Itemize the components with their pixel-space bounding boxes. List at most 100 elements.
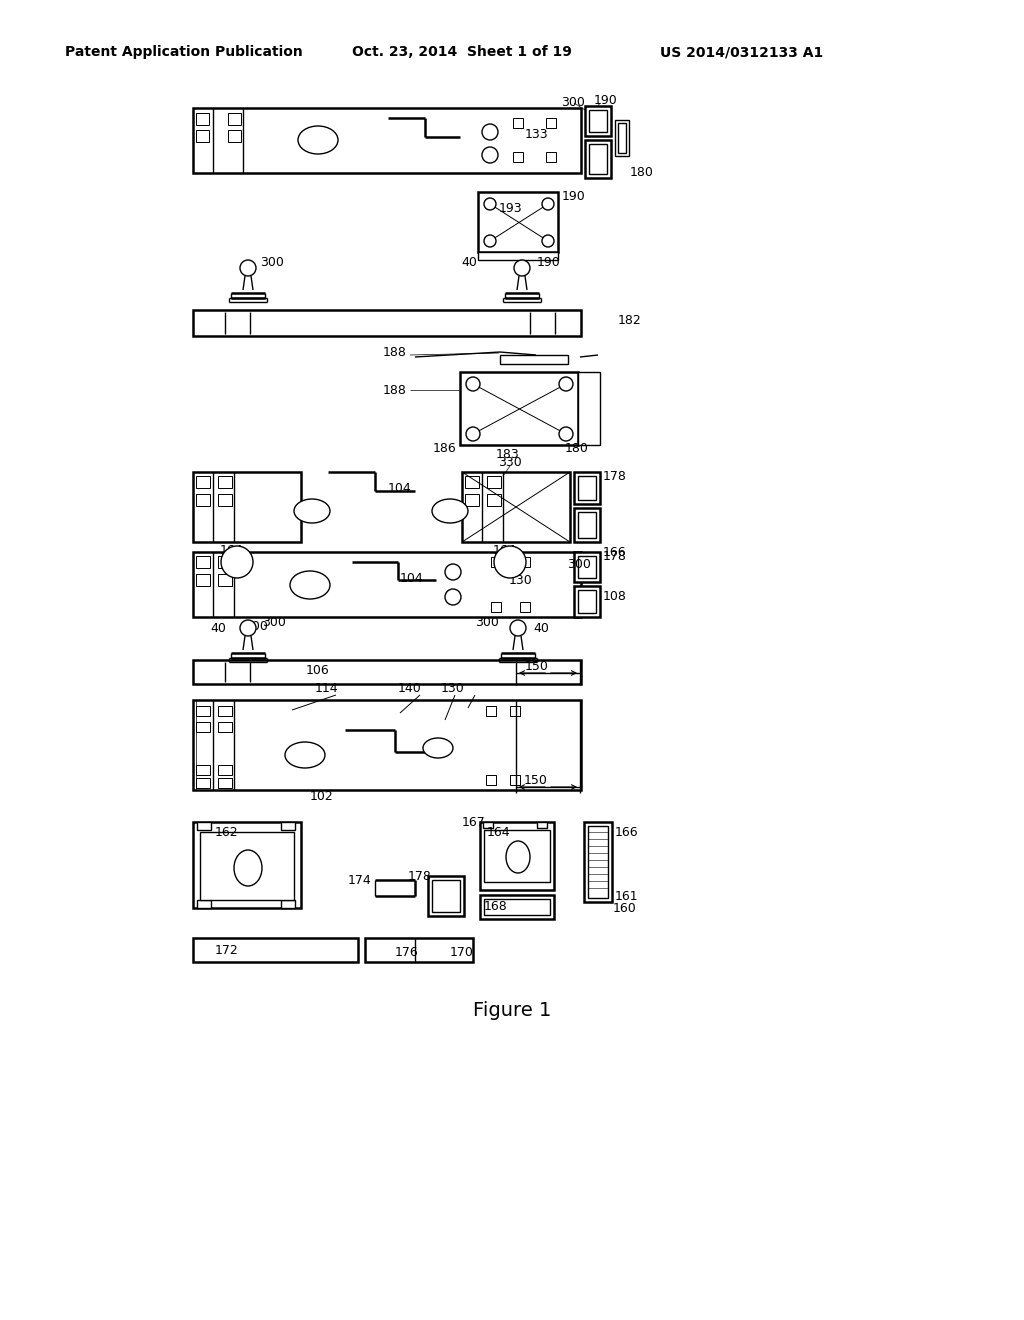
Ellipse shape (234, 850, 262, 886)
Bar (281, 900, 295, 908)
Bar (484, 830, 550, 882)
Bar (465, 477, 479, 488)
Text: 166: 166 (615, 826, 639, 840)
Circle shape (482, 124, 498, 140)
Bar (193, 552, 581, 616)
Text: 140: 140 (398, 682, 422, 696)
Bar (574, 508, 600, 543)
Bar (520, 557, 530, 568)
Text: 104: 104 (388, 482, 412, 495)
Bar (193, 700, 581, 789)
Bar (589, 110, 607, 132)
Text: 300: 300 (475, 615, 499, 628)
Bar (196, 722, 210, 733)
Bar (196, 477, 210, 488)
Ellipse shape (423, 738, 453, 758)
Bar (513, 152, 523, 162)
Text: 330: 330 (498, 457, 522, 470)
Text: US 2014/0312133 A1: US 2014/0312133 A1 (660, 45, 823, 59)
Bar (490, 602, 501, 612)
Bar (546, 117, 556, 128)
Text: 168: 168 (484, 900, 508, 913)
Ellipse shape (294, 499, 330, 523)
Text: 186: 186 (433, 441, 457, 454)
Bar (578, 512, 596, 539)
Text: 130: 130 (509, 574, 532, 587)
Circle shape (466, 426, 480, 441)
Bar (196, 766, 210, 775)
Text: 178: 178 (603, 470, 627, 483)
Bar (588, 826, 608, 898)
Text: 162: 162 (215, 826, 239, 840)
Bar (428, 876, 464, 916)
Text: 193: 193 (499, 202, 522, 214)
Bar (196, 494, 210, 506)
Bar (432, 880, 460, 912)
Text: 300: 300 (262, 615, 286, 628)
Text: 40: 40 (461, 256, 477, 268)
Bar (578, 477, 596, 500)
Circle shape (445, 589, 461, 605)
Bar (510, 775, 520, 785)
Text: 300: 300 (561, 95, 585, 108)
Circle shape (542, 198, 554, 210)
Text: 174: 174 (348, 874, 372, 887)
Bar (196, 574, 210, 586)
Bar (618, 123, 626, 153)
Bar (578, 372, 600, 445)
Bar (537, 822, 547, 828)
Text: 170: 170 (450, 946, 474, 960)
Ellipse shape (432, 499, 468, 523)
Text: 188: 188 (383, 384, 407, 396)
Bar (483, 822, 493, 828)
Text: 180: 180 (630, 165, 654, 178)
Circle shape (494, 546, 526, 578)
Text: 114: 114 (315, 682, 339, 696)
Bar (218, 574, 232, 586)
Bar (486, 775, 496, 785)
Bar (500, 355, 568, 364)
Bar (197, 822, 211, 830)
Text: Patent Application Publication: Patent Application Publication (65, 45, 303, 59)
Bar (615, 120, 629, 156)
Bar (589, 144, 607, 174)
Text: 106: 106 (306, 664, 330, 677)
Bar (200, 832, 294, 900)
Bar (218, 706, 232, 715)
Circle shape (240, 620, 256, 636)
Bar (218, 556, 232, 568)
Text: 180: 180 (565, 441, 589, 454)
Bar (585, 140, 611, 178)
Ellipse shape (285, 742, 325, 768)
Ellipse shape (506, 841, 530, 873)
Bar (480, 822, 554, 890)
Circle shape (484, 235, 496, 247)
Text: 182: 182 (618, 314, 642, 326)
Text: 150: 150 (525, 660, 549, 672)
Bar (196, 777, 210, 788)
Bar (281, 822, 295, 830)
Bar (218, 777, 232, 788)
Circle shape (514, 260, 530, 276)
Bar (193, 310, 581, 337)
Circle shape (559, 426, 573, 441)
Bar (578, 590, 596, 612)
Circle shape (559, 378, 573, 391)
Bar (193, 108, 581, 173)
Bar (218, 477, 232, 488)
Bar (480, 895, 554, 919)
Text: 166: 166 (603, 545, 627, 558)
Bar (484, 899, 550, 915)
Bar (228, 129, 241, 143)
Text: 133: 133 (525, 128, 549, 141)
Bar (196, 129, 209, 143)
Ellipse shape (290, 572, 330, 599)
Circle shape (484, 198, 496, 210)
Text: 183: 183 (496, 447, 520, 461)
Bar (574, 586, 600, 616)
Bar (196, 114, 209, 125)
Text: 108: 108 (603, 590, 627, 602)
Bar (196, 706, 210, 715)
Bar (228, 114, 241, 125)
Text: 164: 164 (220, 544, 244, 557)
